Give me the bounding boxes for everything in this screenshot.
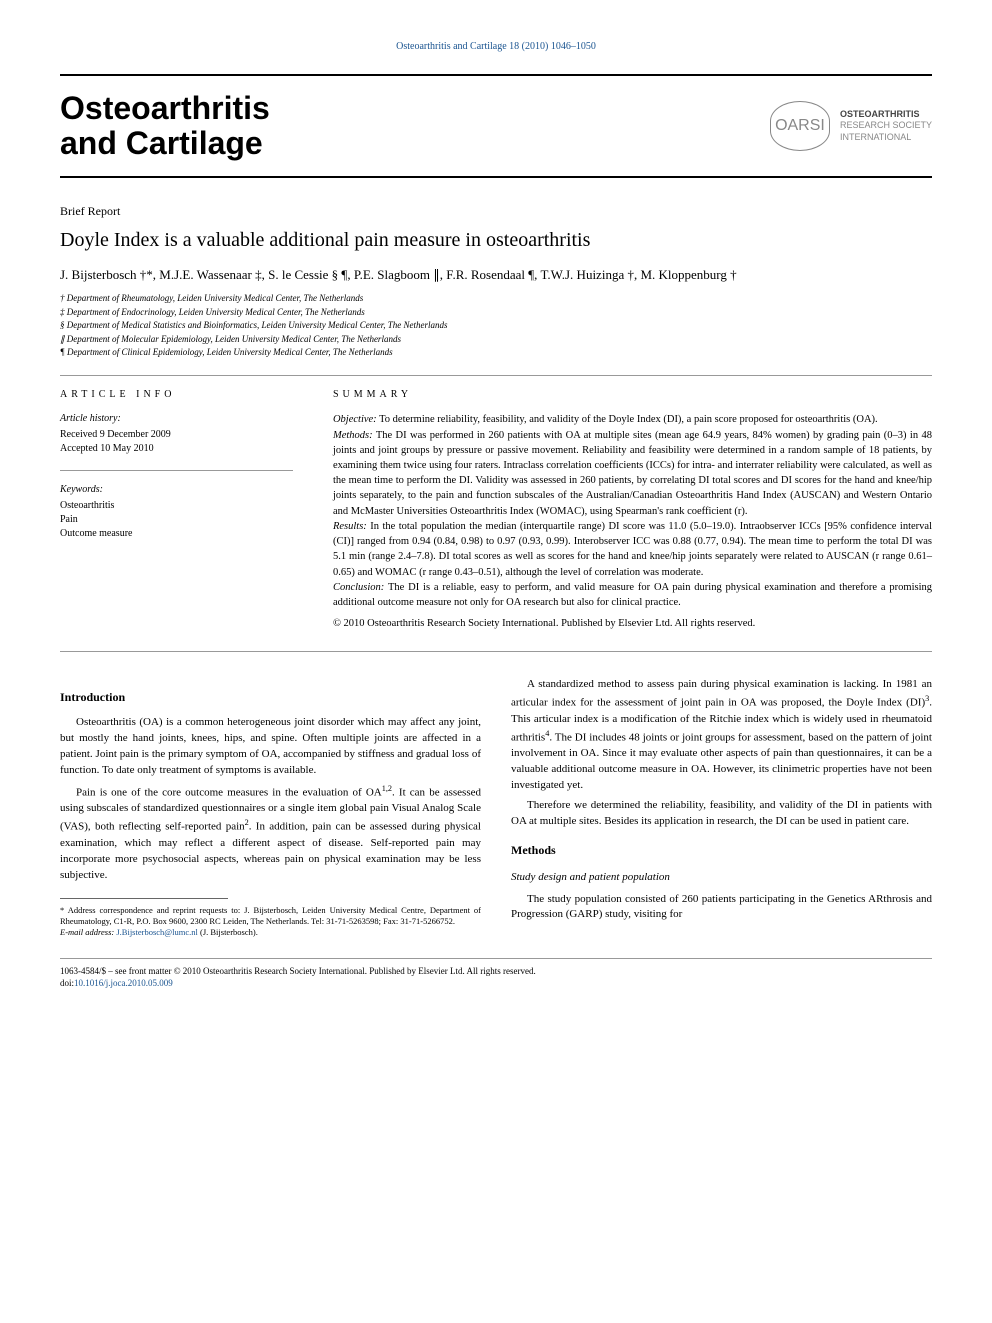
keyword-3: Outcome measure [60,527,293,541]
summary-objective: Objective: To determine reliability, fea… [333,412,932,427]
oarsi-logo-icon: OARSI [770,101,830,151]
summary: SUMMARY Objective: To determine reliabil… [333,388,932,632]
article-info-heading: ARTICLE INFO [60,388,293,402]
article-info: ARTICLE INFO Article history: Received 9… [60,388,293,632]
divider [60,651,932,652]
divider [60,375,932,376]
footer: 1063-4584/$ – see front matter © 2010 Os… [60,958,932,990]
summary-heading: SUMMARY [333,388,932,403]
publisher-logo-block: OARSI OSTEOARTHRITIS RESEARCH SOCIETY IN… [770,101,932,151]
keywords-block: Keywords: Osteoarthritis Pain Outcome me… [60,483,293,541]
column-left: Introduction Osteoarthritis (OA) is a co… [60,677,481,937]
keywords-label: Keywords: [60,483,293,497]
affiliation-2: ‡ Department of Endocrinology, Leiden Un… [60,306,932,320]
intro-para-4: Therefore we determined the reliability,… [511,798,932,830]
publisher-logo-text: OSTEOARTHRITIS RESEARCH SOCIETY INTERNAT… [840,109,932,144]
email-link[interactable]: J.Bijsterbosch@lumc.nl [116,927,198,937]
methods-para-1: The study population consisted of 260 pa… [511,892,932,924]
masthead: Osteoarthritis and Cartilage OARSI OSTEO… [60,74,932,178]
results-text: In the total population the median (inte… [333,521,932,578]
article-type: Brief Report [60,203,932,220]
objective-text: To determine reliability, feasibility, a… [377,414,878,425]
article-title: Doyle Index is a valuable additional pai… [60,226,932,254]
intro-para-2: Pain is one of the core outcome measures… [60,783,481,884]
affiliation-1: † Department of Rheumatology, Leiden Uni… [60,292,932,306]
info-summary-row: ARTICLE INFO Article history: Received 9… [60,388,932,632]
methods-label: Methods: [333,430,373,441]
methods-heading: Methods [511,842,932,859]
introduction-heading: Introduction [60,689,481,706]
email-footnote: E-mail address: J.Bijsterbosch@lumc.nl (… [60,927,481,938]
logo-line2: RESEARCH SOCIETY [840,120,932,130]
affiliation-4: ∥ Department of Molecular Epidemiology, … [60,333,932,347]
keyword-2: Pain [60,513,293,527]
logo-line1: OSTEOARTHRITIS [840,109,920,119]
summary-results: Results: In the total population the med… [333,519,932,580]
methods-subheading-1: Study design and patient population [511,870,932,886]
affiliation-3: § Department of Medical Statistics and B… [60,319,932,333]
footer-copyright: 1063-4584/$ – see front matter © 2010 Os… [60,966,536,976]
affiliation-5: ¶ Department of Clinical Epidemiology, L… [60,346,932,360]
intro-p3-c: . The DI includes 48 joints or joint gro… [511,732,932,792]
objective-label: Objective: [333,414,377,425]
article-history-block: Article history: Received 9 December 200… [60,412,293,456]
citation-1-2[interactable]: 1,2 [382,784,392,793]
conclusion-text: The DI is a reliable, easy to perform, a… [333,582,932,608]
journal-title: Osteoarthritis and Cartilage [60,91,270,161]
accepted-date: Accepted 10 May 2010 [60,442,293,456]
history-label: Article history: [60,412,293,426]
journal-title-line2: and Cartilage [60,125,263,161]
column-right: A standardized method to assess pain dur… [511,677,932,937]
journal-header: Osteoarthritis and Cartilage 18 (2010) 1… [60,40,932,54]
authors: J. Bijsterbosch †*, M.J.E. Wassenaar ‡, … [60,266,932,284]
journal-title-line1: Osteoarthritis [60,90,270,126]
intro-p2-a: Pain is one of the core outcome measures… [76,786,382,798]
copyright: © 2010 Osteoarthritis Research Society I… [333,616,932,631]
intro-para-1: Osteoarthritis (OA) is a common heteroge… [60,715,481,779]
received-date: Received 9 December 2009 [60,428,293,442]
doi-label: doi: [60,978,74,988]
conclusion-label: Conclusion: [333,582,384,593]
affiliations: † Department of Rheumatology, Leiden Uni… [60,292,932,360]
summary-conclusion: Conclusion: The DI is a reliable, easy t… [333,580,932,610]
corresponding-footnote: * Address correspondence and reprint req… [60,905,481,927]
intro-p3-a: A standardized method to assess pain dur… [511,678,932,709]
body-columns: Introduction Osteoarthritis (OA) is a co… [60,677,932,937]
methods-text: The DI was performed in 260 patients wit… [333,430,932,517]
logo-line3: INTERNATIONAL [840,132,911,142]
footnote-separator [60,898,228,899]
results-label: Results: [333,521,367,532]
summary-methods: Methods: The DI was performed in 260 pat… [333,428,932,519]
email-suffix: (J. Bijsterbosch). [198,927,258,937]
divider [60,470,293,471]
email-label: E-mail address: [60,927,116,937]
keyword-1: Osteoarthritis [60,499,293,513]
doi-link[interactable]: 10.1016/j.joca.2010.05.009 [74,978,173,988]
intro-para-3: A standardized method to assess pain dur… [511,677,932,794]
